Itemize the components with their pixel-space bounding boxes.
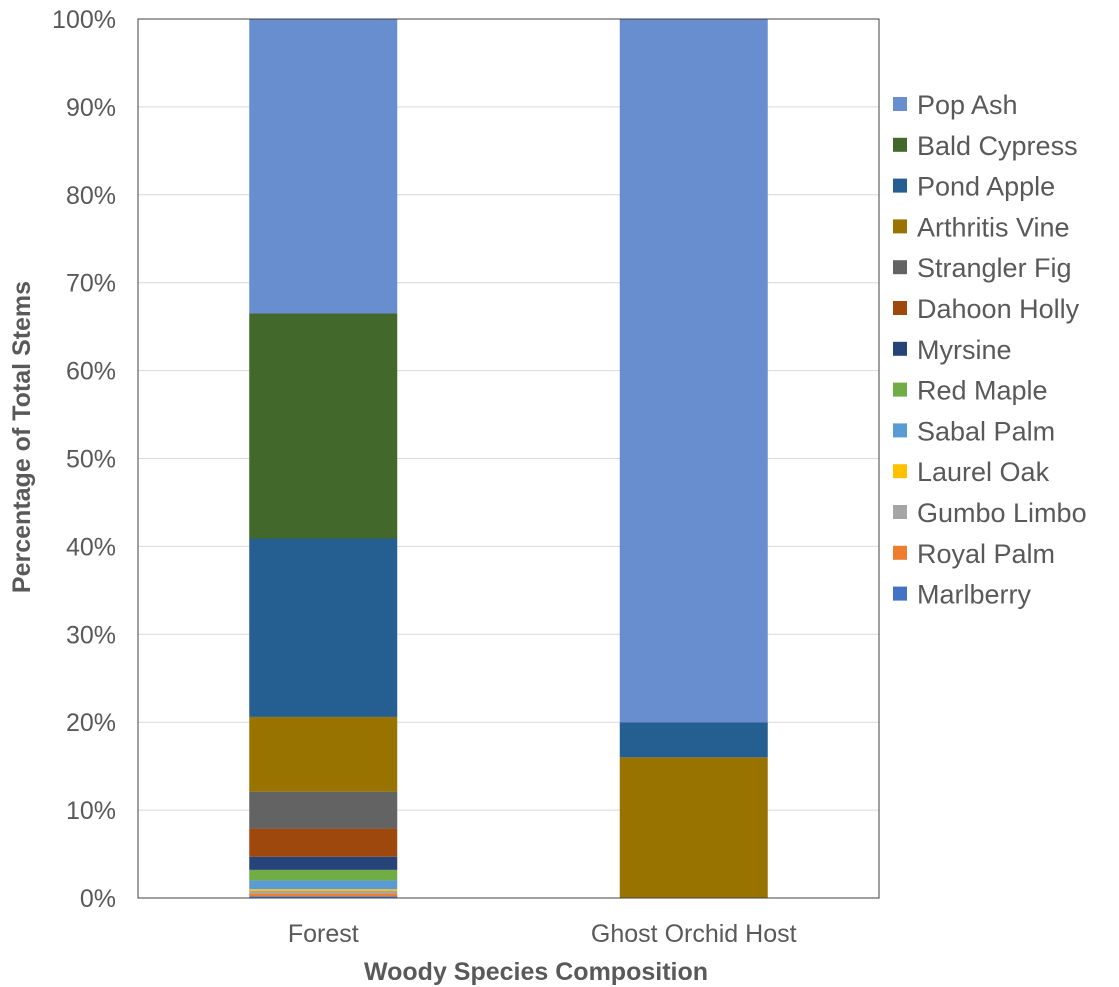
legend-swatch [893,545,907,560]
bar-bald-cypress-forest [249,313,398,539]
legend-item: Sabal Palm [893,416,1055,446]
bar-pop-ash-forest [249,19,398,314]
bar-marlberry-forest [249,896,398,898]
legend-label: Pop Ash [917,90,1018,120]
legend-item: Pop Ash [893,90,1018,120]
x-axis-title: Woody Species Composition [364,958,708,986]
legend-label: Dahoon Holly [917,294,1080,324]
y-tick-label: 60% [66,358,116,386]
bar-strangler-fig-forest [249,791,398,829]
bar-arthritis-vine-forest [249,716,398,792]
bar-pond-apple-forest [249,538,398,717]
legend-swatch [893,260,907,275]
legend-item: Strangler Fig [893,253,1072,283]
legend-label: Myrsine [917,335,1012,365]
y-tick-label: 80% [66,182,116,210]
y-tick-label: 10% [66,797,116,825]
legend-label: Red Maple [917,376,1048,406]
legend-item: Bald Cypress [893,131,1078,161]
y-tick-label: 50% [66,446,116,474]
bar-laurel-oak-forest [249,889,398,891]
x-category-label: Ghost Orchid Host [591,920,797,948]
legend-swatch [893,301,907,315]
legend-label: Laurel Oak [917,457,1050,487]
gridlines [138,18,879,899]
legend: Pop Ash Bald Cypress Pond Apple Arthritis V… [893,90,1087,610]
legend-item: Dahoon Holly [893,294,1080,324]
y-tick-label: 30% [66,621,116,649]
legend-item: Gumbo Limbo [893,498,1087,528]
bar-arthritis-vine-ghost-orchid-host [619,757,768,898]
legend-label: Gumbo Limbo [917,498,1087,528]
legend-label: Bald Cypress [917,131,1078,161]
legend-swatch [893,219,907,234]
x-category-label: Forest [288,920,359,948]
bar-sabal-palm-forest [249,880,398,890]
legend-item: Marlberry [893,580,1032,610]
y-tick-label: 20% [66,709,116,737]
legend-swatch [893,178,907,193]
legend-label: Sabal Palm [917,416,1055,446]
bar-segments [249,19,768,898]
legend-item: Pond Apple [893,172,1055,202]
legend-item: Laurel Oak [893,457,1050,487]
legend-swatch [893,464,907,479]
legend-label: Strangler Fig [917,253,1072,283]
legend-label: Arthritis Vine [917,212,1070,242]
bar-dahoon-holly-forest [249,828,398,857]
category-labels: Forest Ghost Orchid Host [288,920,797,948]
y-tick-label: 90% [66,94,116,122]
y-tick-label: 0% [80,885,116,913]
axes [137,18,880,899]
legend-item: Royal Palm [893,539,1055,569]
y-tick-label: 40% [66,533,116,561]
bar-red-maple-forest [249,869,398,881]
legend-swatch [893,382,907,397]
legend-swatch [893,505,907,519]
bar-pond-apple-ghost-orchid-host [619,722,768,758]
legend-label: Marlberry [917,580,1032,610]
legend-label: Royal Palm [917,539,1055,569]
y-tick-label: 100% [52,6,116,34]
y-tick-label: 70% [66,270,116,298]
legend-item: Myrsine [893,335,1012,365]
legend-item: Arthritis Vine [893,212,1070,242]
bar-myrsine-forest [249,856,398,870]
legend-swatch [893,97,907,111]
legend-swatch [893,423,907,438]
legend-label: Pond Apple [917,172,1055,202]
y-axis-title: Percentage of Total Stems [8,281,36,593]
y-tick-labels: 0% 10% 20% 30% 40% 50% 60% 70% 80% 90% 100% [52,6,116,913]
legend-swatch [893,586,907,601]
bar-gumbo-limbo-forest [249,890,398,894]
bar-royal-palm-forest [249,893,398,897]
bar-pop-ash-ghost-orchid-host [619,19,768,723]
legend-swatch [893,137,907,152]
legend-item: Red Maple [893,376,1048,406]
plot-area-border [137,18,880,899]
legend-swatch [893,341,907,356]
